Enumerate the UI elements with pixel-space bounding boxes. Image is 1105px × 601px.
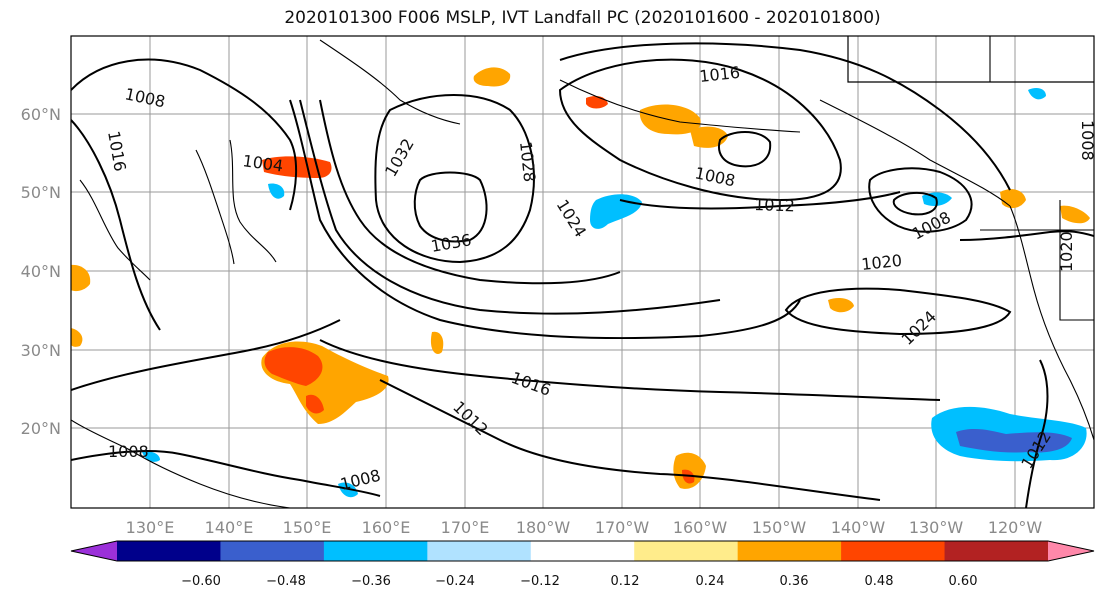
- ivt-positive-core: [264, 347, 323, 386]
- colorbar-segment: [220, 541, 325, 561]
- latitude-tick: 40°N: [21, 262, 61, 281]
- colorbar-tick: 0.12: [611, 574, 640, 589]
- latitude-tick: 60°N: [21, 105, 61, 124]
- colorbar-outline: [70, 540, 1095, 562]
- coastlines: [71, 36, 1094, 508]
- colorbar-extend-high: [1048, 541, 1094, 561]
- colorbar-tick: 0.48: [865, 574, 894, 589]
- colorbar-segment: [634, 541, 739, 561]
- colorbar-segment: [427, 541, 532, 561]
- isobar-label: 1012: [754, 195, 795, 215]
- colorbar-tick: −0.60: [181, 574, 221, 589]
- colorbar-segment: [841, 541, 946, 561]
- ivt-positive-region: [71, 328, 83, 347]
- ivt-positive-region: [71, 264, 91, 292]
- longitude-tick: 150°W: [752, 518, 807, 537]
- colorbar-extend-low: [71, 541, 117, 561]
- map-plot-area: [71, 36, 1094, 508]
- colorbar-segment: [530, 541, 635, 561]
- colorbar-segment: [323, 541, 428, 561]
- ivt-negative-region: [1028, 88, 1046, 100]
- longitude-tick: 130°E: [126, 518, 175, 537]
- latitude-tick: 50°N: [21, 183, 61, 202]
- map-frame: [70, 35, 1095, 509]
- colorbar-tick: −0.24: [435, 574, 475, 589]
- isobar-label: 1028: [516, 140, 539, 182]
- ivt-negative-region: [268, 183, 285, 199]
- ivt-positive-region: [1060, 205, 1090, 224]
- isobar-label: 1008: [1078, 120, 1097, 161]
- longitude-tick: 150°E: [283, 518, 332, 537]
- longitude-tick: 180°W: [516, 518, 571, 537]
- latitude-tick-labels: 60°N 50°N 40°N 30°N 20°N: [21, 105, 61, 438]
- colorbar-segment: [737, 541, 842, 561]
- colorbar-tick: −0.48: [266, 574, 306, 589]
- longitude-tick: 140°E: [205, 518, 254, 537]
- isobar-label: 1020: [860, 251, 902, 274]
- longitude-tick: 130°W: [909, 518, 964, 537]
- latitude-tick: 30°N: [21, 341, 61, 360]
- ivt-negative-core: [956, 428, 1072, 453]
- longitude-tick: 160°E: [362, 518, 411, 537]
- colorbar: [70, 540, 1095, 562]
- ivt-negative-region: [142, 451, 160, 462]
- longitude-tick: 120°W: [988, 518, 1043, 537]
- isobar-label: 1016: [698, 63, 740, 86]
- isobars: [71, 42, 1094, 508]
- longitude-tick: 140°W: [831, 518, 886, 537]
- longitude-tick: 160°W: [673, 518, 728, 537]
- colorbar-tick: 0.60: [949, 574, 978, 589]
- longitude-tick: 170°E: [441, 518, 490, 537]
- gridlines: [71, 36, 1094, 508]
- colorbar-tick: 0.24: [696, 574, 725, 589]
- colorbar-tick: −0.36: [351, 574, 391, 589]
- isobar-label: 1008: [108, 442, 149, 461]
- ivt-positive-core: [306, 394, 324, 414]
- colorbar-tick: −0.12: [520, 574, 560, 589]
- longitude-tick: 170°W: [595, 518, 650, 537]
- ivt-positive-region: [473, 67, 511, 87]
- colorbar-segment: [117, 541, 221, 561]
- isobar-label: 1020: [1057, 231, 1076, 272]
- colorbar-tick-labels: −0.60 −0.48 −0.36 −0.24 −0.12 0.12 0.24 …: [181, 574, 977, 589]
- colorbar-tick: 0.36: [780, 574, 809, 589]
- longitude-tick-labels: 130°E 140°E 150°E 160°E 170°E 180°W 170°…: [126, 518, 1043, 537]
- map-title: 2020101300 F006 MSLP, IVT Landfall PC (2…: [284, 8, 881, 28]
- ivt-positive-region: [828, 298, 854, 313]
- ivt-positive-region: [430, 331, 444, 354]
- latitude-tick: 20°N: [21, 419, 61, 438]
- ivt-shading: [71, 67, 1090, 498]
- colorbar-segment: [944, 541, 1049, 561]
